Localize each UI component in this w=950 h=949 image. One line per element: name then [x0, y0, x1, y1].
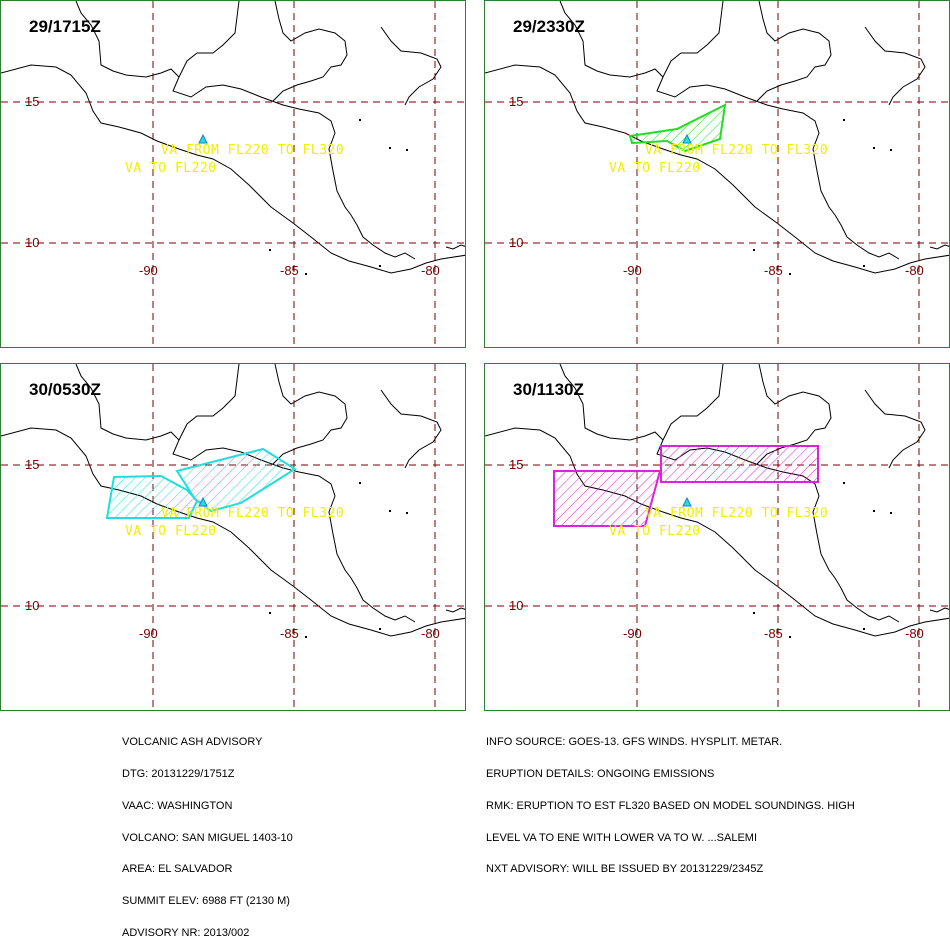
va-label-lower: VA TO FL220: [125, 161, 217, 176]
coastline: [662, 1, 832, 102]
advisory-line: VOLCANIC ASH ADVISORY: [122, 736, 263, 749]
va-label-lower: VA TO FL220: [125, 524, 217, 539]
island-dot: [789, 636, 791, 638]
lon-label-85: -85: [280, 263, 299, 278]
advisory-line: NXT ADVISORY: WILL BE ISSUED BY 20131229…: [486, 863, 764, 876]
island-dot: [843, 119, 845, 121]
panel-time: 29/1715Z: [29, 17, 101, 36]
va-label-upper: VA FROM FL220 TO FL320: [645, 143, 829, 158]
map-panel-1: 29/1715Z 15 10 -90 -85 -80 VA FROM FL220…: [0, 0, 466, 348]
coastline: [485, 427, 949, 637]
va-label-upper: VA FROM FL220 TO FL320: [161, 506, 345, 521]
va-label-upper: VA FROM FL220 TO FL320: [161, 143, 345, 158]
map-panel-3: 30/0530Z 15 10 -90 -85 -80 VA FROM FL220…: [0, 363, 466, 711]
advisory-line: ADVISORY NR: 2013/002: [122, 926, 250, 939]
advisory-line: DTG: 20131229/1751Z: [122, 767, 235, 780]
island-dot: [389, 510, 391, 512]
advisory-line: ERUPTION DETAILS: ONGOING EMISSIONS: [486, 767, 715, 780]
advisory-line: VOLCANO: SAN MIGUEL 1403-10: [122, 831, 293, 844]
coastline: [178, 364, 348, 465]
island-dot: [873, 510, 875, 512]
advisory-line: VAAC: WASHINGTON: [122, 799, 233, 812]
lon-label-80: -80: [905, 263, 924, 278]
lon-label-90: -90: [623, 263, 642, 278]
advisory-line: RMK: ERUPTION TO EST FL320 BASED ON MODE…: [486, 799, 855, 812]
advisory-line: AREA: EL SALVADOR: [122, 863, 233, 876]
island-dot: [890, 149, 892, 151]
map-panel-4: 30/1130Z 15 10 -90 -85 -80 VA FROM FL220…: [484, 363, 950, 711]
lon-label-80: -80: [421, 263, 440, 278]
island-dot: [843, 482, 845, 484]
island-dot: [379, 628, 381, 630]
coastline: [864, 26, 949, 250]
coastline: [485, 64, 949, 274]
lat-label-10: 10: [25, 235, 40, 250]
ash-cloud-polygon: [553, 470, 662, 527]
lat-label-10: 10: [509, 598, 524, 613]
coastline: [1, 64, 465, 274]
island-dot: [305, 636, 307, 638]
lat-label-15: 15: [25, 457, 40, 472]
island-dot: [789, 273, 791, 275]
map-canvas: [485, 1, 949, 347]
island-dot: [890, 512, 892, 514]
panel-time: 30/1130Z: [513, 380, 584, 399]
coastline: [1, 427, 465, 637]
panel-time: 30/0530Z: [29, 380, 101, 399]
coastline: [75, 1, 416, 260]
lon-label-80: -80: [421, 626, 440, 641]
lon-label-85: -85: [764, 263, 783, 278]
island-dot: [305, 273, 307, 275]
lat-label-10: 10: [509, 235, 524, 250]
lat-label-15: 15: [509, 457, 524, 472]
coastline: [178, 1, 348, 102]
coastline: [380, 389, 465, 613]
island-dot: [359, 482, 361, 484]
volcano-marker-icon: [682, 133, 692, 144]
panel-time: 29/2330Z: [513, 17, 585, 36]
advisory-line: INFO SOURCE: GOES-13. GFS WINDS. HYSPLIT…: [486, 736, 783, 749]
lat-label-15: 15: [509, 94, 524, 109]
volcano-marker-icon: [682, 496, 692, 507]
ash-cloud-polygon: [628, 103, 727, 153]
ash-cloud-polygon: [175, 447, 297, 513]
island-dot: [863, 265, 865, 267]
island-dot: [379, 265, 381, 267]
island-dot: [269, 249, 271, 251]
advisory-details-block: INFO SOURCE: GOES-13. GFS WINDS. HYSPLIT…: [486, 716, 855, 886]
va-label-upper: VA FROM FL220 TO FL320: [645, 506, 829, 521]
island-dot: [406, 512, 408, 514]
va-label-lower: VA TO FL220: [609, 161, 701, 176]
va-label-lower: VA TO FL220: [609, 524, 701, 539]
advisory-line: SUMMIT ELEV: 6988 FT (2130 M): [122, 895, 290, 908]
island-dot: [406, 149, 408, 151]
island-dot: [863, 628, 865, 630]
lat-label-15: 15: [25, 94, 40, 109]
lon-label-90: -90: [139, 626, 158, 641]
lat-label-10: 10: [25, 598, 40, 613]
map-canvas: [1, 1, 465, 347]
lon-label-80: -80: [905, 626, 924, 641]
island-dot: [359, 119, 361, 121]
map-panel-2: 29/2330Z 15 10 -90 -85 -80 VA FROM FL220…: [484, 0, 950, 348]
map-canvas: [485, 364, 949, 710]
lon-label-85: -85: [764, 626, 783, 641]
island-dot: [269, 612, 271, 614]
volcano-marker-icon: [198, 133, 208, 144]
coastline: [864, 389, 949, 613]
lon-label-90: -90: [623, 626, 642, 641]
lon-label-90: -90: [139, 263, 158, 278]
island-dot: [389, 147, 391, 149]
ash-cloud-polygon: [660, 445, 819, 483]
advisory-line: LEVEL VA TO ENE WITH LOWER VA TO W. ...S…: [486, 831, 758, 844]
volcano-marker-icon: [198, 496, 208, 507]
coastline: [380, 26, 465, 250]
lon-label-85: -85: [280, 626, 299, 641]
map-canvas: [1, 364, 465, 710]
advisory-header-block: VOLCANIC ASH ADVISORY DTG: 20131229/1751…: [122, 716, 293, 949]
coastline: [559, 1, 900, 260]
island-dot: [873, 147, 875, 149]
island-dot: [753, 612, 755, 614]
island-dot: [753, 249, 755, 251]
